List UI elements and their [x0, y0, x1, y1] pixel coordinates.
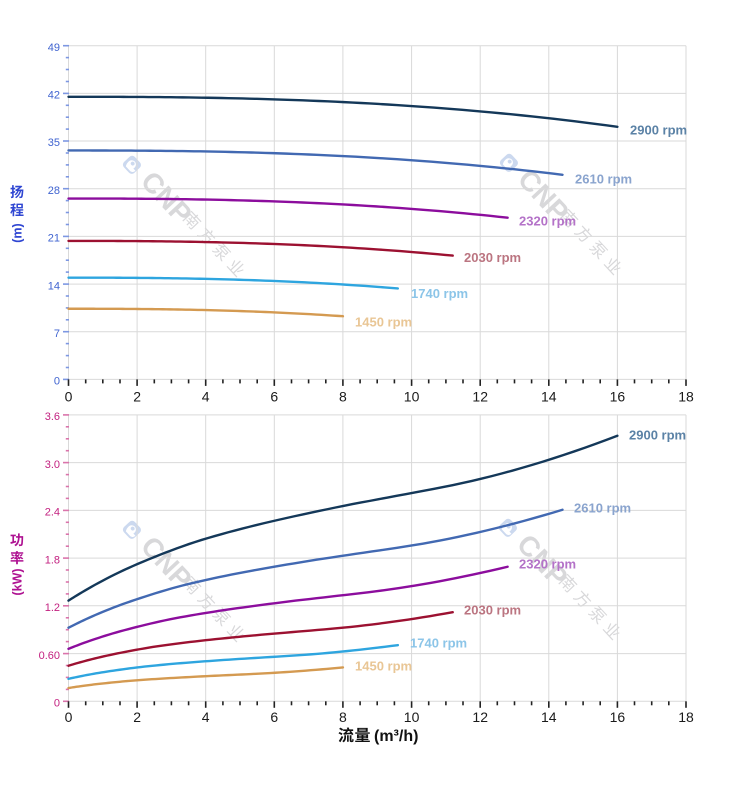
svg-text:6: 6: [270, 709, 278, 725]
svg-text:2610 rpm: 2610 rpm: [575, 172, 632, 187]
svg-text:10: 10: [404, 709, 420, 725]
svg-text:12: 12: [472, 389, 488, 405]
svg-text:0: 0: [65, 709, 73, 725]
svg-text:8: 8: [339, 389, 347, 405]
svg-text:10: 10: [404, 389, 420, 405]
svg-text:42: 42: [48, 90, 60, 102]
svg-text:2.4: 2.4: [45, 507, 60, 519]
svg-text:2610 rpm: 2610 rpm: [574, 501, 631, 516]
svg-text:1740 rpm: 1740 rpm: [410, 636, 467, 651]
svg-text:(kW): (kW): [11, 568, 25, 595]
svg-text:16: 16: [610, 709, 626, 725]
svg-text:(m³/h): (m³/h): [374, 728, 418, 745]
svg-text:2030 rpm: 2030 rpm: [464, 250, 521, 265]
svg-text:0.60: 0.60: [39, 650, 60, 662]
svg-text:1450 rpm: 1450 rpm: [355, 659, 412, 674]
svg-text:4: 4: [202, 389, 210, 405]
svg-text:35: 35: [48, 137, 60, 149]
svg-text:2320 rpm: 2320 rpm: [519, 557, 576, 572]
svg-text:1.8: 1.8: [45, 554, 60, 566]
svg-text:28: 28: [48, 185, 60, 197]
svg-text:1450 rpm: 1450 rpm: [355, 315, 412, 330]
svg-text:3.6: 3.6: [45, 411, 60, 423]
svg-text:0: 0: [54, 698, 60, 710]
svg-text:7: 7: [54, 328, 60, 340]
svg-text:4: 4: [202, 709, 210, 725]
svg-text:2900 rpm: 2900 rpm: [630, 123, 687, 138]
svg-text:6: 6: [270, 389, 278, 405]
svg-text:18: 18: [678, 709, 694, 725]
svg-text:14: 14: [48, 280, 60, 292]
svg-text:1740 rpm: 1740 rpm: [411, 286, 468, 301]
svg-text:2: 2: [133, 389, 141, 405]
svg-text:2: 2: [133, 709, 141, 725]
svg-text:0: 0: [65, 389, 73, 405]
svg-text:49: 49: [48, 42, 60, 54]
svg-text:18: 18: [678, 389, 694, 405]
svg-text:14: 14: [541, 709, 557, 725]
svg-text:1.2: 1.2: [45, 602, 60, 614]
svg-text:8: 8: [339, 709, 347, 725]
svg-text:21: 21: [48, 233, 60, 245]
svg-text:16: 16: [610, 389, 626, 405]
svg-text:0: 0: [54, 376, 60, 388]
svg-text:2900 rpm: 2900 rpm: [629, 428, 686, 443]
svg-text:3.0: 3.0: [45, 459, 60, 471]
svg-text:(m): (m): [11, 223, 25, 242]
svg-text:2320 rpm: 2320 rpm: [519, 214, 576, 229]
svg-text:12: 12: [472, 709, 488, 725]
svg-text:14: 14: [541, 389, 557, 405]
svg-text:2030 rpm: 2030 rpm: [464, 603, 521, 618]
